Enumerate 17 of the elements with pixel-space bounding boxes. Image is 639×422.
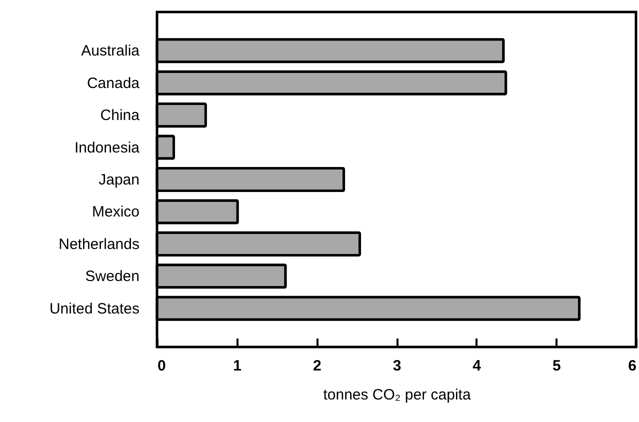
x-tick-label: 3 [392, 358, 402, 374]
x-tick-label: 4 [472, 358, 482, 374]
y-tick-label: Netherlands [58, 236, 140, 253]
y-tick-label: Mexico [92, 204, 140, 221]
x-tick-label: 5 [552, 358, 561, 374]
y-tick-label: Sweden [85, 268, 140, 286]
x-tick-label: 6 [628, 358, 636, 374]
y-tick-label: Australia [81, 42, 140, 60]
y-tick-label: Indonesia [74, 139, 140, 156]
x-tick-label: 1 [233, 358, 242, 374]
x-tick-label: 2 [312, 358, 322, 374]
y-tick-label: United States [49, 300, 140, 318]
x-axis-title: tonnes CO₂ per capita [323, 386, 472, 404]
x-tick-label: 0 [158, 358, 166, 374]
y-tick-label: China [100, 107, 140, 124]
y-tick-label: Japan [98, 172, 140, 188]
y-tick-label: Canada [86, 74, 140, 92]
